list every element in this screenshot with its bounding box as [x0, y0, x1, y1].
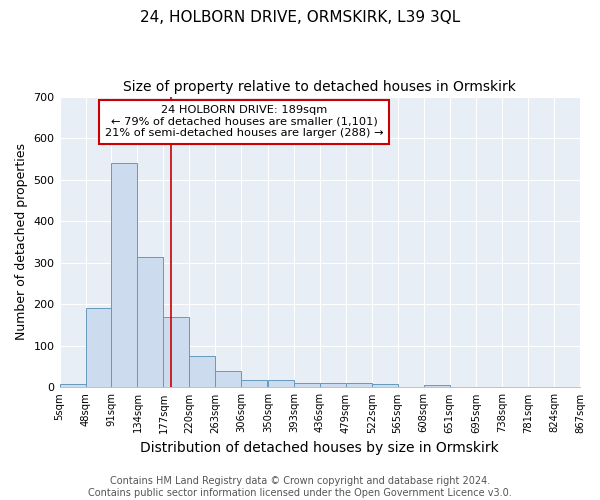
X-axis label: Distribution of detached houses by size in Ormskirk: Distribution of detached houses by size … [140, 441, 499, 455]
Bar [424, 385, 449, 388]
Bar [190, 356, 215, 388]
Y-axis label: Number of detached properties: Number of detached properties [15, 144, 28, 340]
Text: 24 HOLBORN DRIVE: 189sqm
← 79% of detached houses are smaller (1,101)
21% of sem: 24 HOLBORN DRIVE: 189sqm ← 79% of detach… [105, 106, 383, 138]
Bar [294, 383, 320, 388]
Bar [268, 380, 294, 388]
Bar [163, 317, 190, 388]
Bar [112, 163, 137, 388]
Bar [320, 383, 346, 388]
Bar [215, 371, 241, 388]
Bar [371, 384, 398, 388]
Text: Contains HM Land Registry data © Crown copyright and database right 2024.
Contai: Contains HM Land Registry data © Crown c… [88, 476, 512, 498]
Title: Size of property relative to detached houses in Ormskirk: Size of property relative to detached ho… [124, 80, 516, 94]
Bar [59, 384, 86, 388]
Bar [241, 380, 267, 388]
Bar [86, 308, 112, 388]
Bar [137, 256, 163, 388]
Text: 24, HOLBORN DRIVE, ORMSKIRK, L39 3QL: 24, HOLBORN DRIVE, ORMSKIRK, L39 3QL [140, 10, 460, 25]
Bar [346, 383, 371, 388]
